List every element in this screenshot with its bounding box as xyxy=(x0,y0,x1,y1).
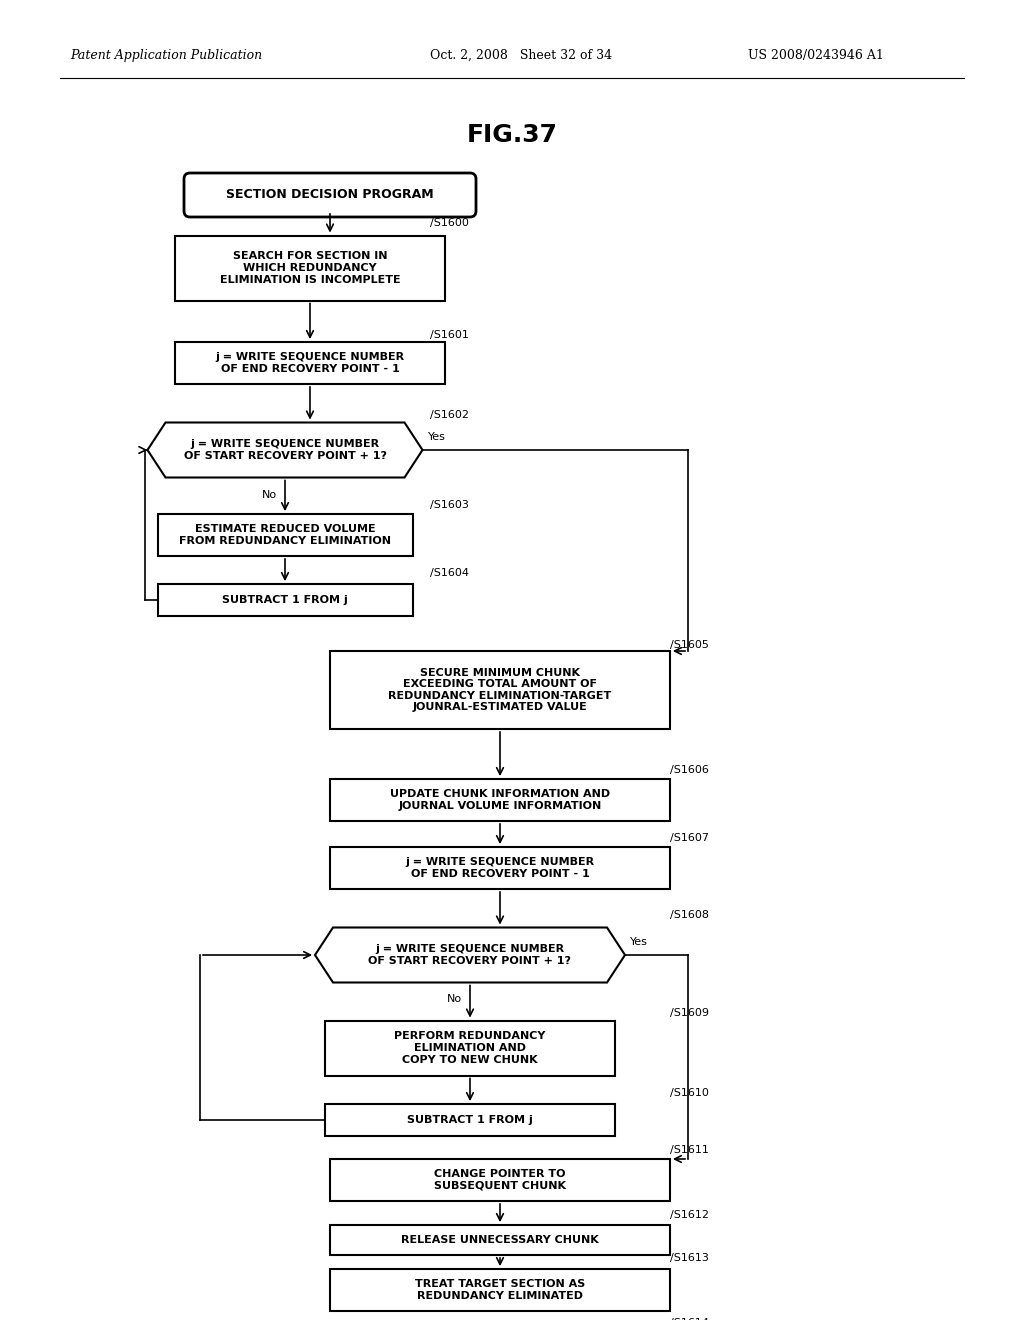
Polygon shape xyxy=(315,928,625,982)
Text: UPDATE CHUNK INFORMATION AND
JOURNAL VOLUME INFORMATION: UPDATE CHUNK INFORMATION AND JOURNAL VOL… xyxy=(390,789,610,810)
Text: ESTIMATE REDUCED VOLUME
FROM REDUNDANCY ELIMINATION: ESTIMATE REDUCED VOLUME FROM REDUNDANCY … xyxy=(179,524,391,545)
Bar xyxy=(175,342,445,384)
Bar xyxy=(175,235,445,301)
Bar xyxy=(330,1269,670,1311)
Text: /S1611: /S1611 xyxy=(670,1144,709,1155)
Text: FIG.37: FIG.37 xyxy=(467,123,557,147)
Text: /S1601: /S1601 xyxy=(430,330,469,341)
Bar xyxy=(330,1159,670,1201)
Bar xyxy=(330,651,670,729)
Text: /S1604: /S1604 xyxy=(430,568,469,578)
Bar xyxy=(325,1020,615,1076)
FancyBboxPatch shape xyxy=(184,173,476,216)
Bar xyxy=(330,847,670,888)
Text: j = WRITE SEQUENCE NUMBER
OF START RECOVERY POINT + 1?: j = WRITE SEQUENCE NUMBER OF START RECOV… xyxy=(183,440,386,461)
Text: /S1606: /S1606 xyxy=(670,766,709,775)
Text: SECTION DECISION PROGRAM: SECTION DECISION PROGRAM xyxy=(226,189,434,202)
Text: PERFORM REDUNDANCY
ELIMINATION AND
COPY TO NEW CHUNK: PERFORM REDUNDANCY ELIMINATION AND COPY … xyxy=(394,1031,546,1065)
Text: /S1608: /S1608 xyxy=(670,909,709,920)
Text: /S1605: /S1605 xyxy=(670,640,709,649)
Text: SUBTRACT 1 FROM j: SUBTRACT 1 FROM j xyxy=(222,595,348,605)
Text: j = WRITE SEQUENCE NUMBER
OF END RECOVERY POINT - 1: j = WRITE SEQUENCE NUMBER OF END RECOVER… xyxy=(215,352,404,374)
Text: Patent Application Publication: Patent Application Publication xyxy=(70,49,262,62)
Text: SEARCH FOR SECTION IN
WHICH REDUNDANCY
ELIMINATION IS INCOMPLETE: SEARCH FOR SECTION IN WHICH REDUNDANCY E… xyxy=(220,251,400,285)
Text: j = WRITE SEQUENCE NUMBER
OF END RECOVERY POINT - 1: j = WRITE SEQUENCE NUMBER OF END RECOVER… xyxy=(406,857,595,879)
Text: RELEASE UNNECESSARY CHUNK: RELEASE UNNECESSARY CHUNK xyxy=(401,1236,599,1245)
Bar xyxy=(325,1104,615,1137)
Text: No: No xyxy=(446,994,462,1005)
Text: /S1614: /S1614 xyxy=(670,1317,709,1320)
Text: SUBTRACT 1 FROM j: SUBTRACT 1 FROM j xyxy=(408,1115,532,1125)
Text: /S1612: /S1612 xyxy=(670,1210,709,1220)
Text: /S1609: /S1609 xyxy=(670,1008,709,1018)
Text: Yes: Yes xyxy=(427,432,445,442)
Text: /S1602: /S1602 xyxy=(430,411,469,420)
Text: US 2008/0243946 A1: US 2008/0243946 A1 xyxy=(748,49,884,62)
Text: No: No xyxy=(262,490,278,499)
Bar xyxy=(330,1225,670,1255)
Text: /S1610: /S1610 xyxy=(670,1088,709,1098)
Text: Yes: Yes xyxy=(630,937,648,946)
Text: SECURE MINIMUM CHUNK
EXCEEDING TOTAL AMOUNT OF
REDUNDANCY ELIMINATION-TARGET
JOU: SECURE MINIMUM CHUNK EXCEEDING TOTAL AMO… xyxy=(388,668,611,713)
Polygon shape xyxy=(147,422,423,478)
Text: /S1607: /S1607 xyxy=(670,833,709,843)
Bar xyxy=(330,779,670,821)
Text: /S1603: /S1603 xyxy=(430,500,469,510)
Text: CHANGE POINTER TO
SUBSEQUENT CHUNK: CHANGE POINTER TO SUBSEQUENT CHUNK xyxy=(434,1170,566,1191)
Text: /S1613: /S1613 xyxy=(670,1253,709,1263)
Bar xyxy=(158,583,413,616)
Bar xyxy=(158,513,413,556)
Text: TREAT TARGET SECTION AS
REDUNDANCY ELIMINATED: TREAT TARGET SECTION AS REDUNDANCY ELIMI… xyxy=(415,1279,585,1300)
Text: /S1600: /S1600 xyxy=(430,218,469,228)
Text: Oct. 2, 2008   Sheet 32 of 34: Oct. 2, 2008 Sheet 32 of 34 xyxy=(430,49,612,62)
Text: j = WRITE SEQUENCE NUMBER
OF START RECOVERY POINT + 1?: j = WRITE SEQUENCE NUMBER OF START RECOV… xyxy=(369,944,571,966)
